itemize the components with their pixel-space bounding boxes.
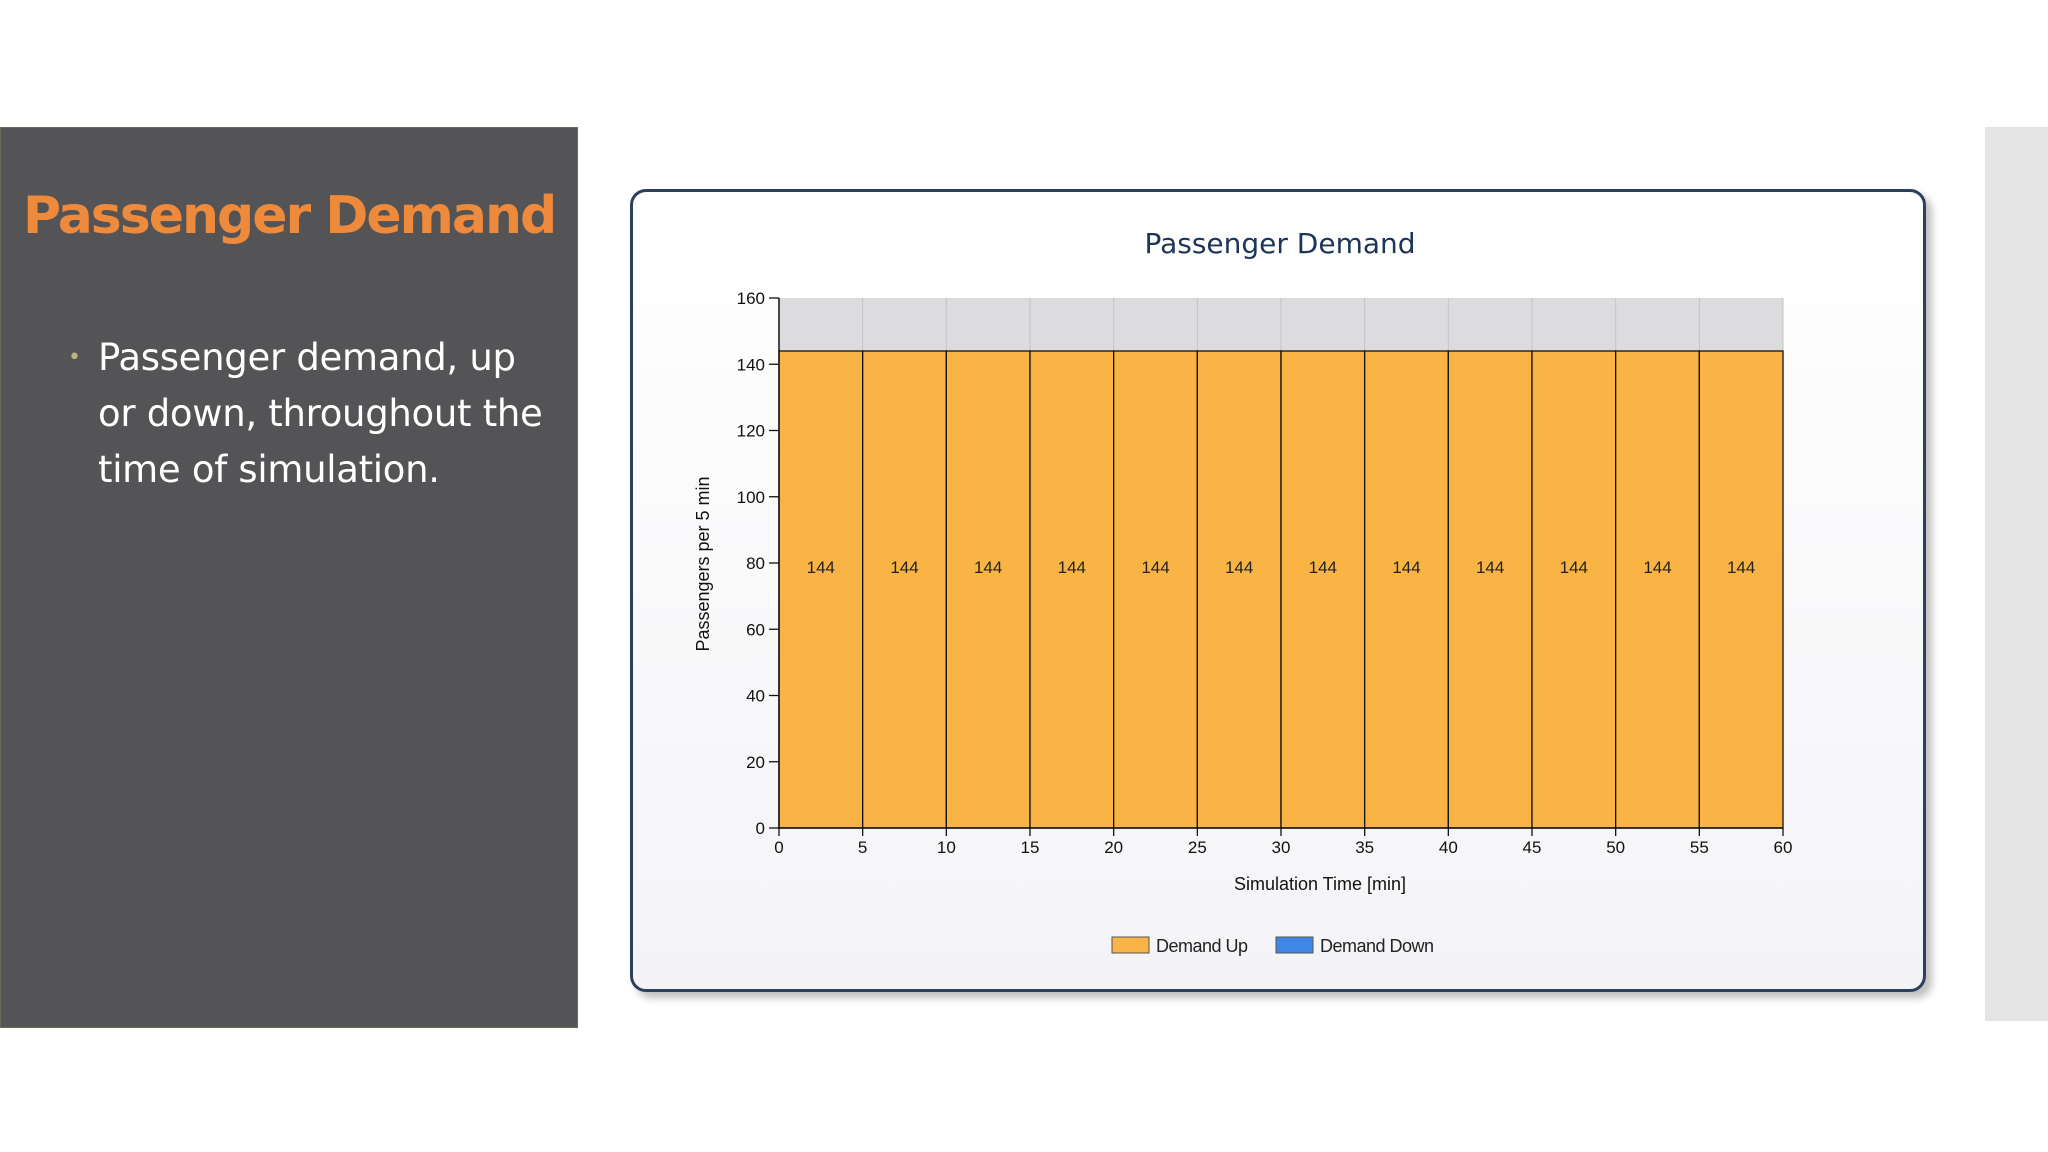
x-tick-label: 50 — [1606, 838, 1625, 857]
y-tick-label: 80 — [746, 554, 765, 573]
data-label: 144 — [1058, 558, 1086, 577]
x-tick-label: 45 — [1523, 838, 1542, 857]
chart-svg: Passenger Demand 144 144 144 144 144 144 144 14… — [693, 227, 1793, 956]
y-tick-label: 20 — [746, 753, 765, 772]
x-tick-label: 60 — [1774, 838, 1793, 857]
x-tick-label: 35 — [1355, 838, 1374, 857]
data-label: 144 — [1727, 558, 1755, 577]
decorative-strip — [1985, 127, 2048, 1021]
legend-label: Demand Up — [1156, 936, 1248, 956]
bar-demand-up — [1364, 350, 1449, 829]
x-tick-label: 20 — [1104, 838, 1123, 857]
bar-demand-up — [945, 350, 1031, 829]
bullet-dot-icon: • — [68, 345, 81, 370]
data-label: 144 — [890, 558, 918, 577]
y-tick-label: 160 — [737, 289, 765, 308]
x-tick-label: 5 — [858, 838, 867, 857]
bar-demand-up — [1029, 350, 1115, 829]
x-tick-label: 40 — [1439, 838, 1458, 857]
y-tick-label: 60 — [746, 620, 765, 639]
y-tick-label: 100 — [737, 488, 765, 507]
x-tick-label: 15 — [1021, 838, 1040, 857]
bar-demand-up — [1280, 350, 1366, 829]
bar-demand-up — [1615, 350, 1700, 829]
x-axis-title: Simulation Time [min] — [1234, 874, 1406, 894]
bar-demand-up — [1698, 350, 1784, 829]
bar-demand-up — [1447, 350, 1533, 829]
y-tick-label: 0 — [756, 819, 765, 838]
chart-card: Passenger Demand 144 144 144 144 144 144 144 14… — [630, 189, 1926, 992]
slide-title: Passenger Demand — [23, 186, 557, 246]
bar-demand-up — [1113, 350, 1198, 829]
y-tick-label: 40 — [746, 687, 765, 706]
data-label: 144 — [1392, 558, 1420, 577]
bar-demand-up — [778, 350, 864, 829]
bar-demand-up — [1531, 350, 1617, 829]
x-tick-label: 55 — [1690, 838, 1709, 857]
data-label: 144 — [974, 558, 1002, 577]
y-axis-title: Passengers per 5 min — [693, 476, 713, 651]
legend-swatch — [1275, 936, 1314, 954]
legend-label: Demand Down — [1320, 936, 1434, 956]
data-label: 144 — [1476, 558, 1504, 577]
bullet-list: • Passenger demand, up or down, througho… — [68, 330, 558, 498]
y-tick-label: 140 — [737, 355, 765, 374]
x-tick-label: 30 — [1272, 838, 1291, 857]
bar-demand-up — [862, 350, 947, 829]
data-label: 144 — [1560, 558, 1588, 577]
data-label: 144 — [1225, 558, 1253, 577]
y-tick-label: 120 — [737, 422, 765, 441]
x-tick-label: 0 — [774, 838, 783, 857]
chart-title: Passenger Demand — [1144, 227, 1415, 260]
bullet-item: • Passenger demand, up or down, througho… — [68, 330, 558, 498]
data-label: 144 — [1141, 558, 1169, 577]
x-tick-label: 10 — [937, 838, 956, 857]
bar-demand-up — [1196, 350, 1282, 829]
data-label: 144 — [1309, 558, 1337, 577]
title-panel — [0, 127, 578, 1028]
x-tick-label: 25 — [1188, 838, 1207, 857]
data-label: 144 — [807, 558, 835, 577]
data-label: 144 — [1643, 558, 1671, 577]
bullet-text: Passenger demand, up or down, throughout… — [98, 336, 543, 491]
legend-swatch — [1111, 936, 1150, 954]
